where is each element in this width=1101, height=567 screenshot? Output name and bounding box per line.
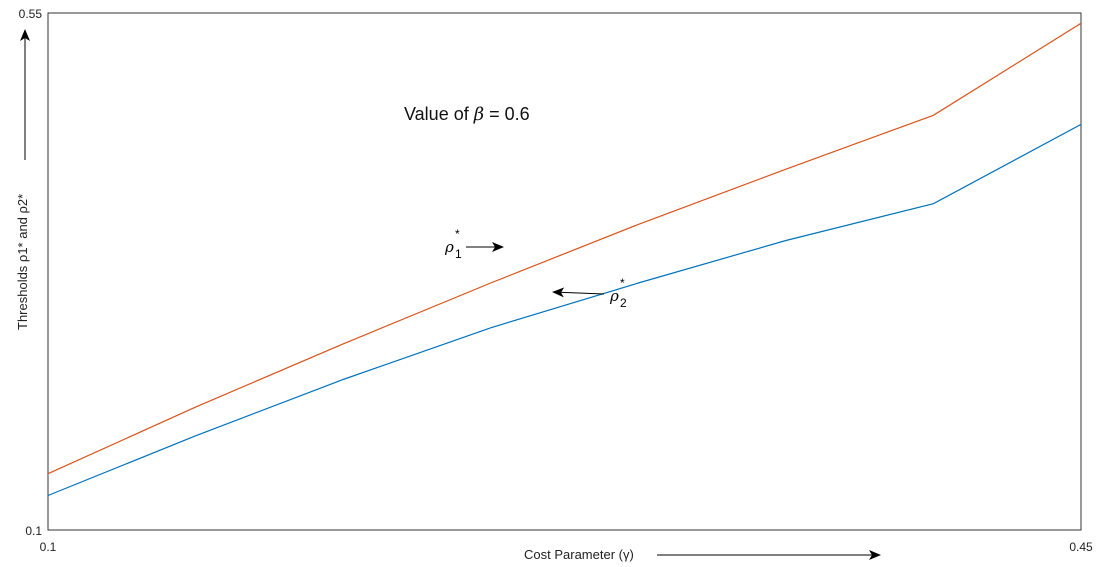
plot-frame [47, 12, 1082, 531]
rho2-symbol: ρ [609, 287, 619, 305]
y-tick-label-max: 0.55 [19, 7, 43, 21]
rho1-superscript: * [455, 227, 460, 241]
rho2-subscript: 2 [620, 296, 627, 310]
x-axis-label: Cost Parameter (γ) [524, 547, 634, 562]
x-tick-label-min: 0.1 [40, 540, 57, 554]
series-line-2 [47, 123, 1082, 497]
rho1-symbol: ρ [444, 238, 454, 256]
x-tick-label-max: 0.45 [1069, 540, 1093, 554]
beta-annotation-prefix: Value of [404, 104, 474, 124]
rho2-superscript: * [620, 276, 625, 290]
y-axis-label: Thresholds ρ1* and ρ2* [15, 194, 30, 330]
rho1-annotation: ρ 1 * [444, 227, 504, 261]
beta-symbol: β [473, 104, 484, 125]
series-line-1 [47, 22, 1082, 475]
beta-annotation: Value of β = 0.6 [404, 104, 530, 125]
rho2-annotation: ρ 2 * [552, 276, 627, 310]
series-layer [47, 22, 1082, 497]
rho1-subscript: 1 [455, 247, 462, 261]
y-tick-label-min: 0.1 [25, 524, 42, 538]
rho2-arrow [552, 287, 605, 298]
beta-annotation-suffix: = 0.6 [484, 104, 530, 124]
